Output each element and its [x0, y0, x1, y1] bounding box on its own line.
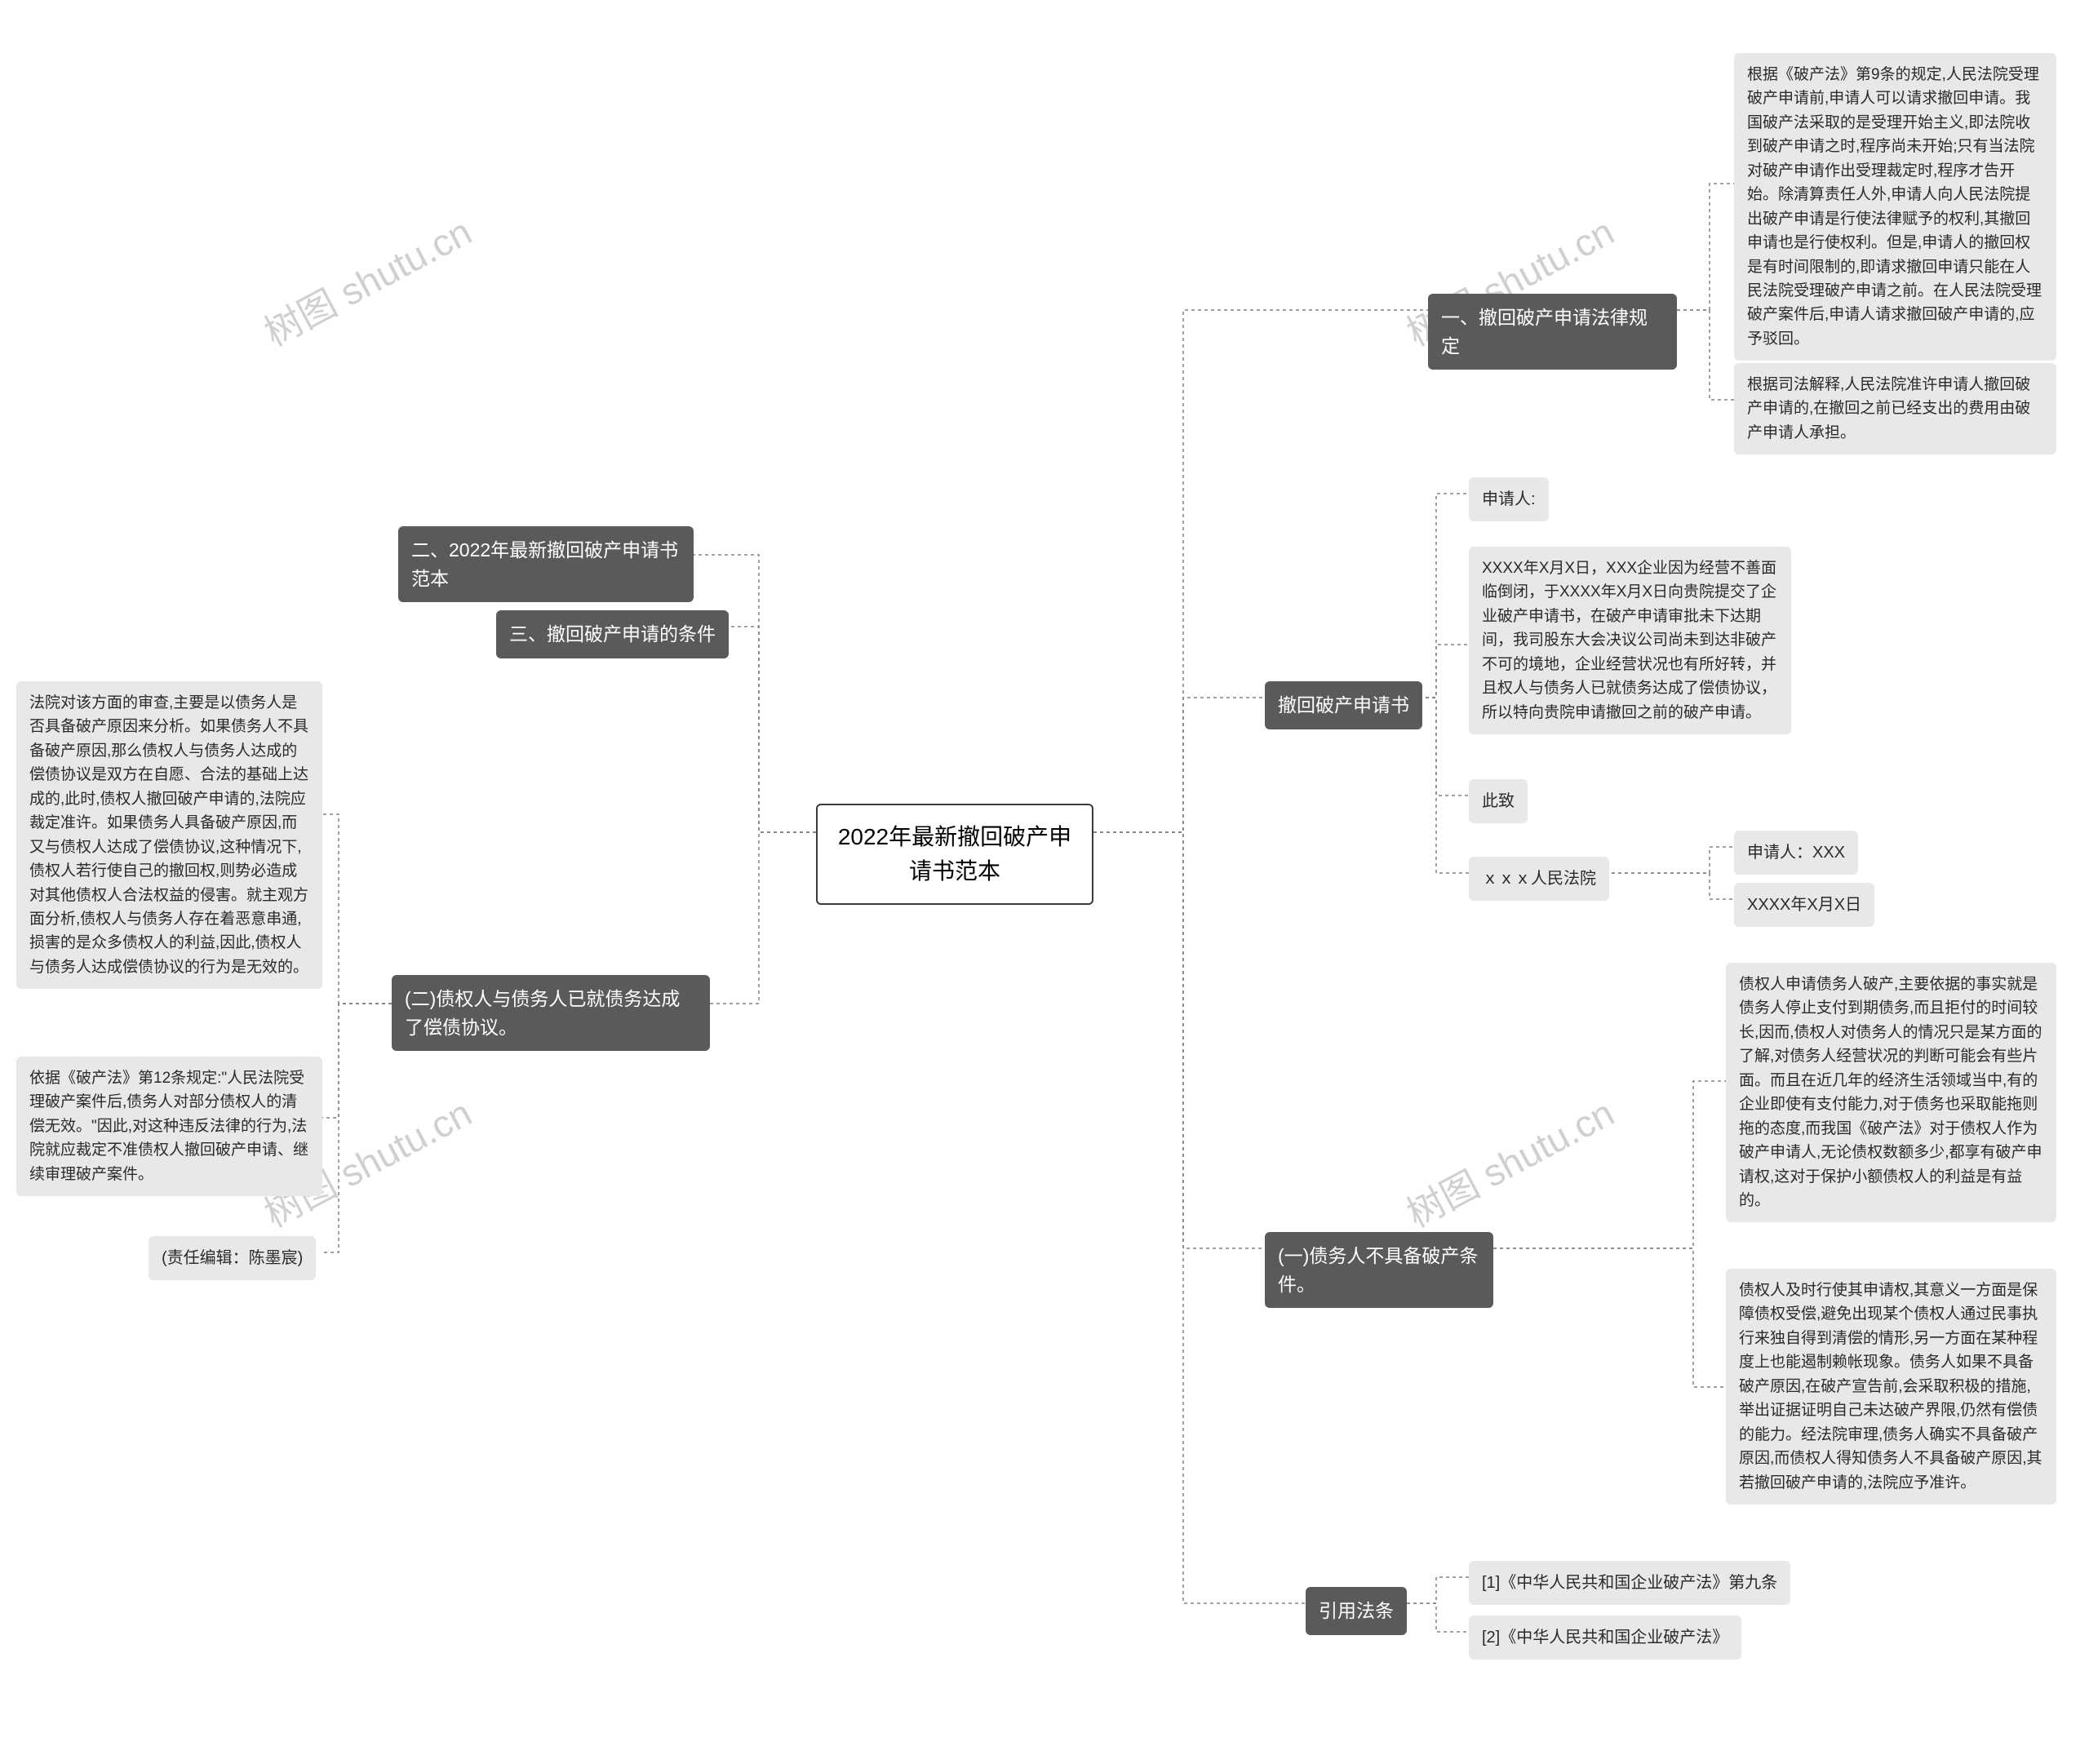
- branch-condition2: (二)债权人与债务人已就债务达成了偿债协议。: [392, 975, 710, 1051]
- leaf-sign-date: XXXX年X月X日: [1734, 883, 1874, 927]
- branch-condition1: (一)债务人不具备破产条件。: [1265, 1232, 1493, 1308]
- leaf-sign-label: 申请人：XXX: [1734, 831, 1858, 875]
- watermark: 树图 shutu.cn: [254, 202, 480, 357]
- leaf-condition2-p2: 依据《破产法》第12条规定:"人民法院受理破产案件后,债务人对部分债权人的清偿无…: [16, 1057, 322, 1196]
- watermark: 树图 shutu.cn: [1396, 1084, 1622, 1238]
- leaf-condition1-p2: 债权人及时行使其申请权,其意义一方面是保障债权受偿,避免出现某个债权人通过民事执…: [1726, 1269, 2056, 1505]
- leaf-court: ｘｘｘ人民法院: [1469, 857, 1609, 901]
- leaf-condition2-p1: 法院对该方面的审查,主要是以债务人是否具备破产原因来分析。如果债务人不具备破产原…: [16, 681, 322, 989]
- leaf-section1-p1: 根据《破产法》第9条的规定,人民法院受理破产申请前,申请人可以请求撤回申请。我国…: [1734, 53, 2056, 361]
- branch-laws: 引用法条: [1306, 1587, 1407, 1635]
- root-node: 2022年最新撤回破产申请书范本: [816, 804, 1093, 905]
- leaf-editor: (责任编辑：陈墨宸): [149, 1236, 316, 1280]
- branch-application: 撤回破产申请书: [1265, 681, 1422, 729]
- leaf-condition1-p1: 债权人申请债务人破产,主要依据的事实就是债务人停止支付到期债务,而且拒付的时间较…: [1726, 963, 2056, 1222]
- leaf-law2: [2]《中华人民共和国企业破产法》: [1469, 1616, 1741, 1660]
- branch-section3: 三、撤回破产申请的条件: [496, 610, 729, 658]
- leaf-section1-p2: 根据司法解释,人民法院准许申请人撤回破产申请的,在撤回之前已经支出的费用由破产申…: [1734, 363, 2056, 454]
- branch-section2: 二、2022年最新撤回破产申请书范本: [398, 526, 694, 602]
- branch-section1: 一、撤回破产申请法律规定: [1428, 294, 1677, 370]
- leaf-law1: [1]《中华人民共和国企业破产法》第九条: [1469, 1561, 1790, 1605]
- leaf-applicant-label: 申请人:: [1469, 477, 1549, 521]
- leaf-application-body: XXXX年X月X日，XXX企业因为经营不善面临倒闭，于XXXX年X月X日向贵院提…: [1469, 547, 1791, 734]
- leaf-salute: 此致: [1469, 779, 1528, 823]
